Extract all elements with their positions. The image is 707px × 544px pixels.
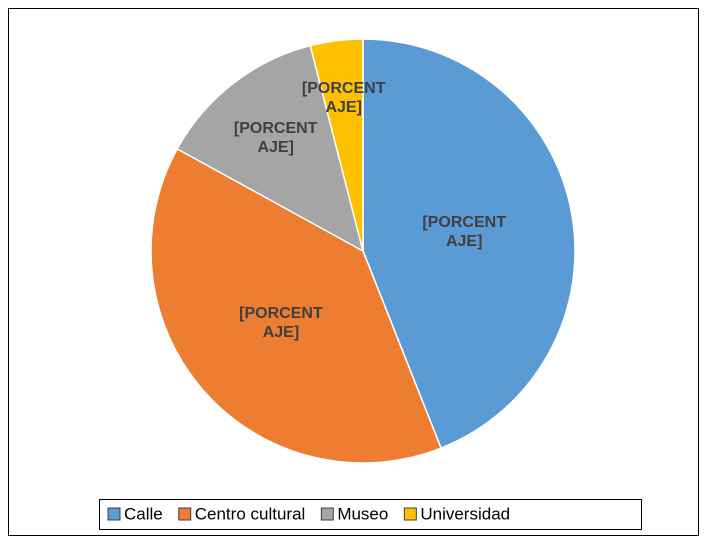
data-label: [PORCENTAJE] bbox=[301, 80, 386, 117]
data-label: [PORCENTAJE] bbox=[422, 213, 506, 250]
legend-swatch bbox=[107, 507, 121, 521]
pie-slice bbox=[362, 38, 576, 450]
legend-label: Universidad bbox=[420, 504, 510, 523]
legend-label: Museo bbox=[337, 504, 388, 523]
data-label: [PORCENTAJE] bbox=[239, 305, 323, 342]
pie-slice bbox=[150, 147, 443, 464]
legend-swatch bbox=[320, 507, 334, 521]
legend-label: Centro cultural bbox=[195, 504, 306, 523]
legend-label: Calle bbox=[124, 504, 163, 523]
pie-slice bbox=[309, 38, 364, 252]
data-label: [PORCENTAJE] bbox=[233, 120, 318, 157]
pie-slice bbox=[176, 44, 365, 253]
legend-swatch bbox=[403, 507, 417, 521]
legend-swatch bbox=[178, 507, 192, 521]
